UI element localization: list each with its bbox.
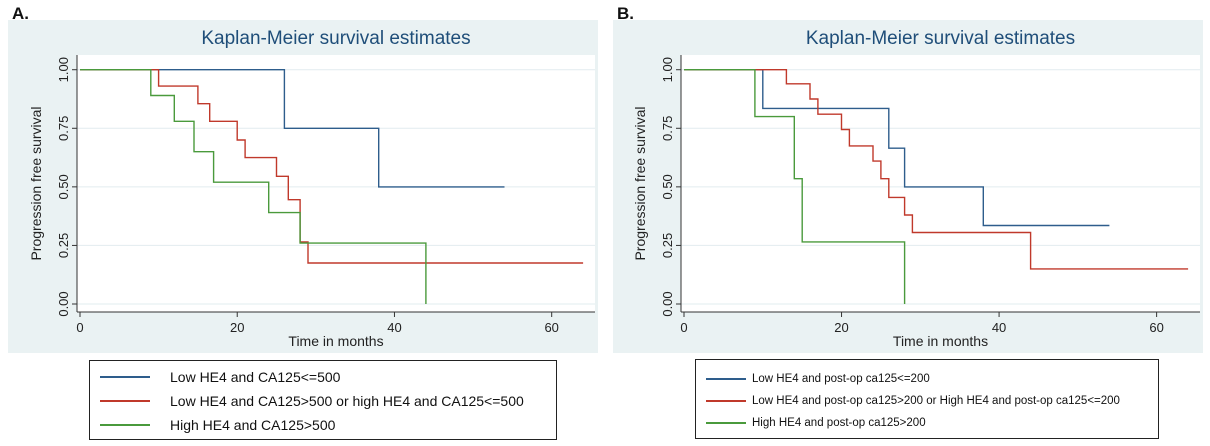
panel-a-y-axis-label: Progression free survival (28, 106, 44, 260)
panel-a-legend-item-1: Low HE4 and CA125<=500 (100, 365, 556, 389)
panel-b-y-tick-label: 0.00 (660, 291, 675, 316)
panel-a-y-tick-label: 0.50 (56, 174, 71, 199)
panel-b-legend-swatch-3 (706, 422, 746, 424)
panel-a-y-tick-label: 0.75 (56, 116, 71, 141)
panel-b-legend-swatch-2 (706, 400, 746, 402)
panel-b-legend-item-2: Low HE4 and post-op ca125>200 or High HE… (706, 390, 1158, 412)
panel-a-x-tick-label: 60 (544, 320, 558, 335)
panel-a-x-tick-label: 20 (230, 320, 244, 335)
panel-b-series-2-curve (684, 69, 1189, 270)
panel-a-legend-swatch-3 (100, 424, 150, 426)
panel-a-series-1-curve (80, 69, 505, 188)
panel-b-legend-label-2: Low HE4 and post-op ca125>200 or High HE… (752, 395, 1120, 407)
panel-a-y-tick-label: 1.00 (56, 57, 71, 82)
panel-a-plot-area (77, 55, 595, 312)
panel-b-y-tick-label: 0.75 (660, 116, 675, 141)
panel-b-legend-swatch-1 (706, 378, 746, 380)
panel-a-x-tick-label: 40 (387, 320, 401, 335)
panel-b-series-3-curve (684, 69, 906, 304)
panel-b-x-tick-label: 0 (680, 320, 687, 335)
panel-a-y-tick-label: 0.00 (56, 291, 71, 316)
panel-b-legend-item-1: Low HE4 and post-op ca125<=200 (706, 368, 1158, 390)
panel-a-x-tick-label: 0 (76, 320, 83, 335)
panel-b-chart-title: Kaplan-Meier survival estimates (806, 28, 1075, 49)
panel-b: B. Kaplan-Meier survival estimates 0.00 0.… (605, 0, 1210, 446)
panel-b-plot-area (681, 55, 1200, 312)
panel-a-chart-title: Kaplan-Meier survival estimates (201, 28, 470, 49)
panel-b-legend-item-3: High HE4 and post-op ca125>200 (706, 412, 1158, 434)
panel-b-x-axis-label: Time in months (893, 333, 988, 349)
panel-b-y-tick-label: 0.50 (660, 174, 675, 199)
panel-b-x-tick-label: 20 (834, 320, 848, 335)
panel-a: A. Kaplan-Meier survival estimates 0.00 0.… (8, 4, 598, 440)
panel-a-legend-label-1: Low HE4 and CA125<=500 (170, 369, 341, 385)
panel-b-legend-label-1: Low HE4 and post-op ca125<=200 (752, 373, 930, 385)
panel-a-label: A. (12, 4, 29, 23)
km-chart-a: Kaplan-Meier survival estimates 0.00 0.25 0… (8, 20, 598, 353)
panel-b-series-1-curve (684, 69, 1110, 227)
panel-a-legend-swatch-1 (100, 376, 150, 378)
panel-b-legend-label-3: High HE4 and post-op ca125>200 (752, 417, 926, 429)
panel-b-y-tick-label: 0.25 (660, 233, 675, 258)
panel-a-legend-swatch-2 (100, 400, 150, 402)
panel-a-y-tick-label: 0.25 (56, 233, 71, 258)
panel-b-y-tick-label: 1.00 (660, 57, 675, 82)
panel-b-x-tick-label: 60 (1149, 320, 1163, 335)
panel-a-x-axis-label: Time in months (288, 333, 383, 349)
panel-a-legend-label-2: Low HE4 and CA125>500 or high HE4 and CA… (170, 393, 524, 409)
km-chart-b: Kaplan-Meier survival estimates 0.00 0.25 0… (613, 20, 1203, 353)
panel-b-label: B. (617, 4, 634, 23)
legend-a: Low HE4 and CA125<=500 Low HE4 and CA125>… (89, 360, 557, 440)
panel-a-series-3-curve (80, 69, 427, 304)
panel-b-x-tick-label: 40 (992, 320, 1006, 335)
panel-a-legend-item-2: Low HE4 and CA125>500 or high HE4 and CA… (100, 389, 556, 413)
panel-a-legend-item-3: High HE4 and CA125>500 (100, 413, 556, 437)
legend-b: Low HE4 and post-op ca125<=200 Low HE4 an… (695, 359, 1159, 439)
panel-b-y-axis-label: Progression free survival (632, 106, 648, 260)
panel-a-legend-label-3: High HE4 and CA125>500 (170, 417, 336, 433)
